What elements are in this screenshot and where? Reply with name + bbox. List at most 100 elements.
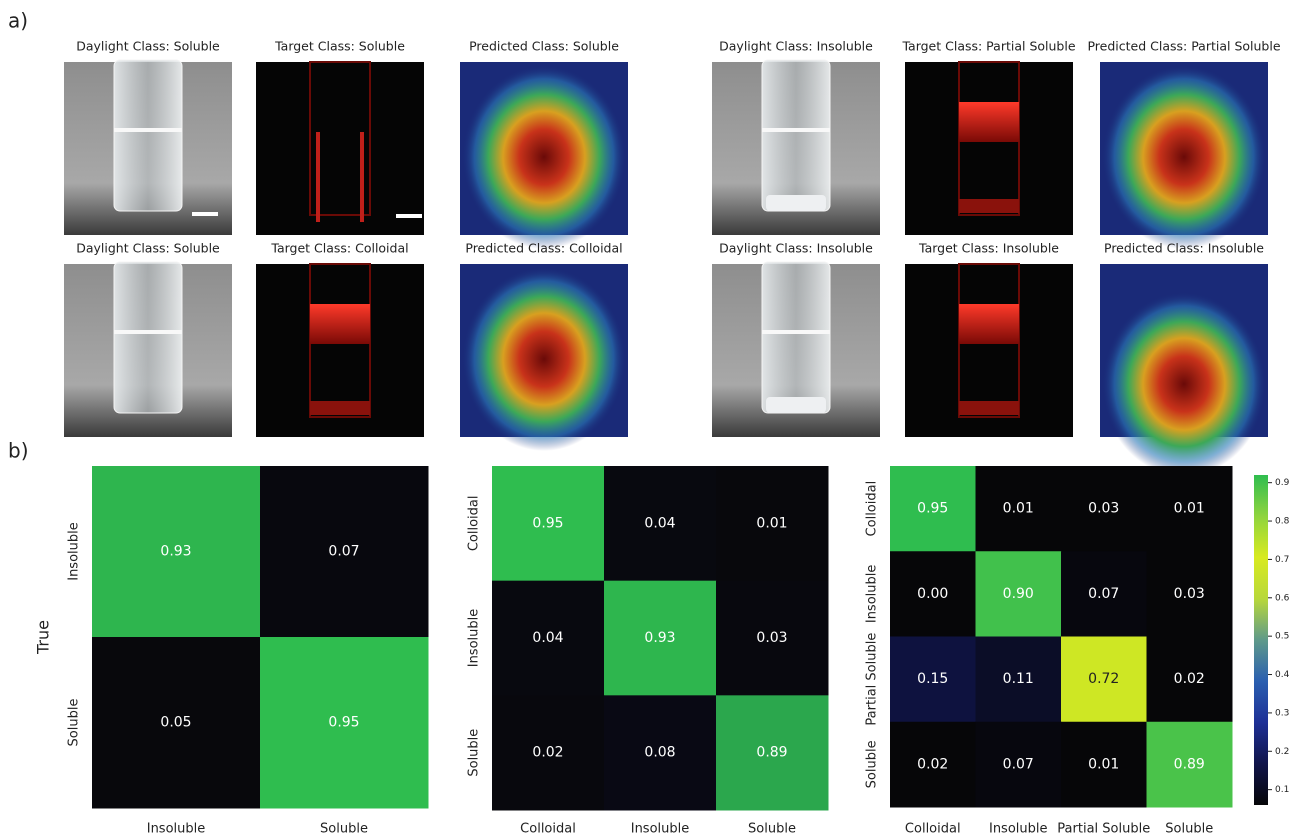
y-tick-label: Colloidal [467,496,482,552]
cell-label: 0.07 [328,544,359,560]
y-tick-label: Soluble [865,740,880,788]
cell-label: 0.02 [917,756,948,772]
cell-label: 0.04 [644,515,675,531]
cell-label: 0.03 [1088,501,1119,517]
cell-label: 0.11 [1003,671,1034,687]
cell-label: 0.01 [756,515,787,531]
x-tick-label: Soluble [1165,822,1213,837]
y-tick-label: Soluble [67,699,82,747]
colorbar-tick-label: 0.1 [1275,785,1289,795]
x-tick-label: Colloidal [520,822,576,837]
colorbar-tick-label: 0.7 [1275,555,1289,565]
photo [256,264,424,437]
x-tick-label: Soluble [320,822,368,837]
image-title: Predicted Class: Colloidal [465,241,622,256]
panel-label: a) [8,9,28,33]
cell-label: 0.02 [532,745,563,761]
scale-bar [396,214,422,218]
y-tick-label: Insoluble [865,565,880,624]
vial [762,60,830,211]
cell-label: 0.95 [917,501,948,517]
glow [959,304,1019,344]
photo [1100,62,1268,249]
image-title: Daylight Class: Insoluble [719,39,873,54]
image-title: Target Class: Soluble [274,39,405,54]
colorbar-tick-label: 0.3 [1275,708,1289,718]
cell-label: 0.00 [917,586,948,602]
glow [959,102,1019,142]
x-tick-label: Insoluble [147,822,206,837]
colorbar-tick-label: 0.8 [1275,517,1290,527]
x-tick-label: Insoluble [631,822,690,837]
vial [762,262,830,413]
vial-cap-line [114,128,182,132]
photo [64,262,232,437]
cell-label: 0.01 [1003,501,1034,517]
y-tick-label: Insoluble [67,522,82,581]
cell-label: 0.89 [1174,756,1205,772]
vial [114,262,182,413]
cell-label: 0.95 [328,715,359,731]
photo [460,264,628,451]
photo [712,60,880,235]
cell-label: 0.04 [532,630,563,646]
cell-label: 0.01 [1088,756,1119,772]
colorbar-tick-label: 0.9 [1275,478,1290,488]
cell-label: 0.07 [1088,586,1119,602]
photo [905,264,1073,437]
glow [316,132,320,222]
glow [959,199,1019,213]
cell-label: 0.95 [532,515,563,531]
panel-label: b) [8,439,29,463]
x-tick-label: Insoluble [989,822,1048,837]
cell-label: 0.72 [1088,671,1119,687]
saliency [1102,292,1266,476]
cell-label: 0.01 [1174,501,1205,517]
cell-label: 0.90 [1003,586,1034,602]
saliency [1102,65,1266,249]
x-tick-label: Colloidal [905,822,961,837]
cell-label: 0.05 [160,715,191,731]
cell-label: 0.03 [756,630,787,646]
image-title: Daylight Class: Soluble [76,241,220,256]
photo [64,60,232,235]
photo [460,62,628,249]
saliency [462,267,626,451]
cell-label: 0.03 [1174,586,1205,602]
image-title: Predicted Class: Soluble [469,39,619,54]
y-tick-label: Insoluble [467,609,482,668]
photo-background [256,62,424,235]
sediment [766,397,826,413]
image-title: Predicted Class: Insoluble [1104,241,1264,256]
cell-label: 0.93 [160,544,191,560]
image-title: Target Class: Partial Soluble [901,39,1075,54]
saliency [462,65,626,249]
image-title: Target Class: Insoluble [918,241,1059,256]
cell-label: 0.89 [756,745,787,761]
vial-cap-line [762,128,830,132]
glow [310,304,370,344]
colorbar-tick-label: 0.5 [1275,632,1289,642]
glow [360,132,364,222]
colorbar-tick-label: 0.6 [1275,593,1290,603]
photo [905,62,1073,235]
vial-cap-line [114,330,182,334]
image-title: Daylight Class: Insoluble [719,241,873,256]
photo [1100,264,1268,476]
photo [256,62,424,235]
y-tick-label: Colloidal [865,481,880,537]
x-tick-label: Partial Soluble [1057,822,1150,837]
y-tick-label: Soluble [467,729,482,777]
cell-label: 0.15 [917,671,948,687]
colorbar-tick-label: 0.2 [1275,747,1289,757]
sediment [766,195,826,211]
glow [959,401,1019,415]
image-title: Daylight Class: Soluble [76,39,220,54]
image-grid: Daylight Class: Soluble Target Class: Sol… [64,39,1281,477]
glow [310,401,370,415]
figure: a) b) Daylight Class: Soluble Target Clas… [0,0,1290,839]
photo [712,262,880,437]
colorbar-tick-label: 0.4 [1275,670,1290,680]
scale-bar [192,212,218,216]
y-tick-label: Partial Soluble [865,633,880,726]
